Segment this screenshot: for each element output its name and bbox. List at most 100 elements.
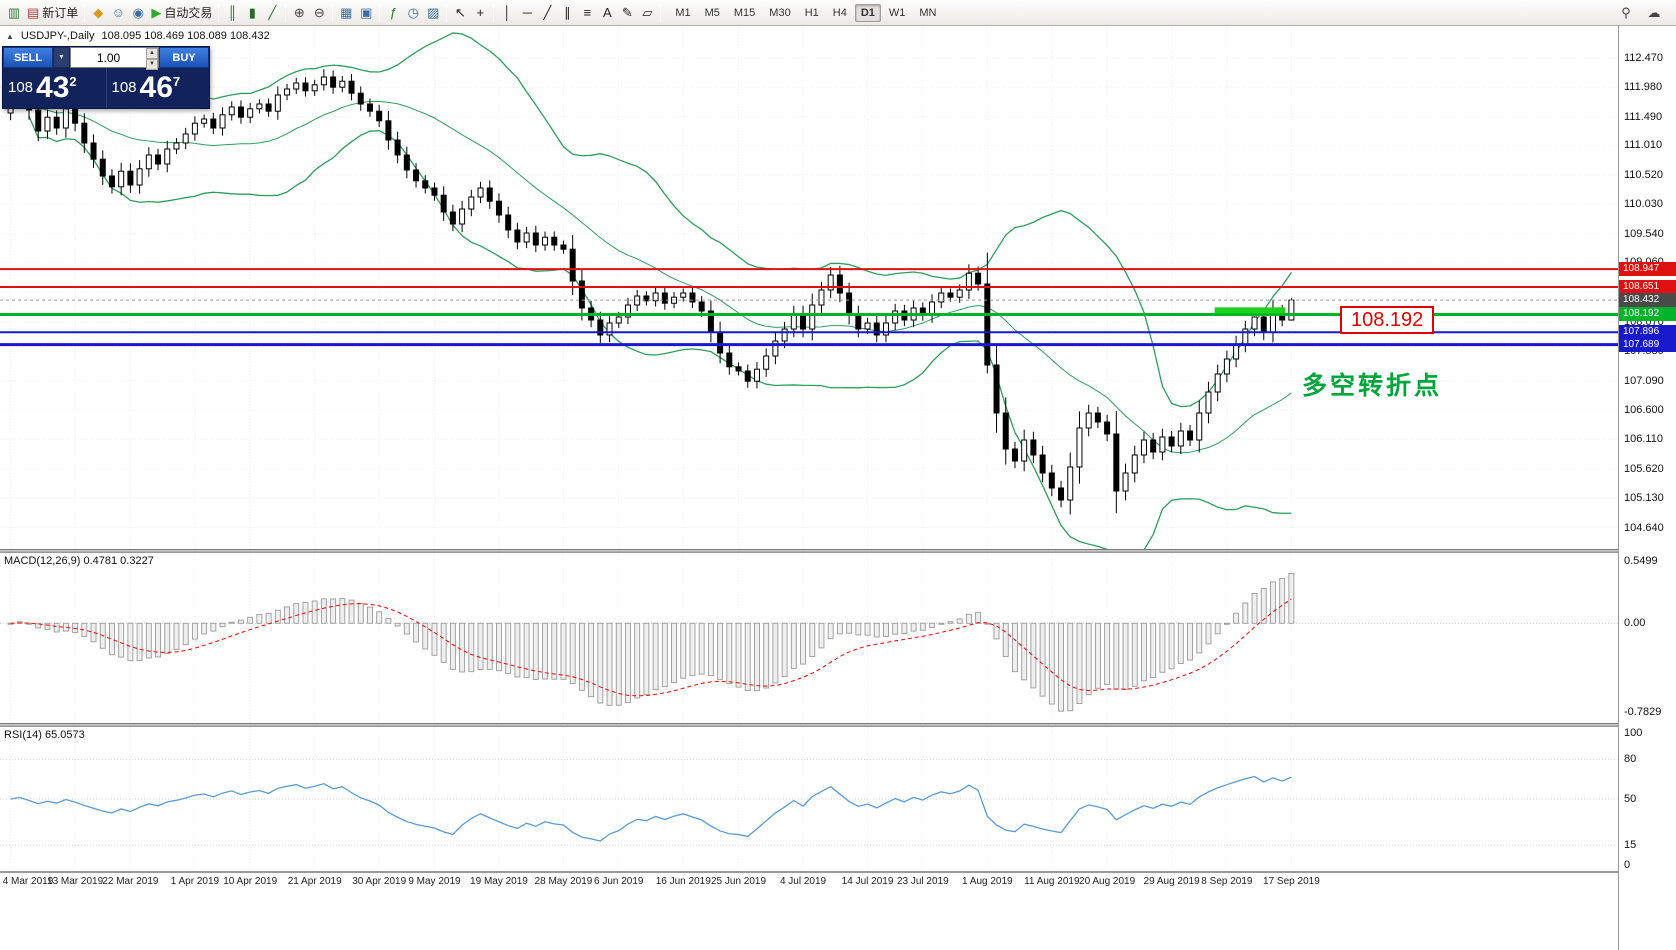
new-order-button[interactable]: ▤ 新订单 bbox=[24, 3, 81, 23]
channel-icon[interactable]: ∥ bbox=[557, 3, 577, 23]
date-label: 9 May 2019 bbox=[408, 876, 461, 887]
text-icon: A bbox=[602, 4, 612, 20]
zoom-out-icon[interactable]: ⊖ bbox=[309, 3, 329, 23]
text-icon[interactable]: A bbox=[597, 3, 617, 23]
date-label: 6 Jun 2019 bbox=[594, 876, 644, 887]
date-label: 19 May 2019 bbox=[470, 876, 528, 887]
refresh-icon: ◉ bbox=[132, 4, 144, 20]
panel-separator[interactable] bbox=[0, 723, 1618, 727]
volume-step-up-icon[interactable]: ▲ bbox=[146, 48, 158, 59]
indicators-icon: ƒ bbox=[389, 4, 397, 20]
volume-input[interactable] bbox=[71, 48, 158, 67]
charts-icon[interactable]: ◆ bbox=[88, 3, 108, 23]
price-level-tag: 108.192 bbox=[1619, 307, 1676, 322]
templates-icon: ▨ bbox=[427, 4, 440, 20]
search-icon[interactable]: ⚲ bbox=[1616, 3, 1636, 23]
macd-panel[interactable]: MACD(12,26,9) 0.4781 0.3227 bbox=[0, 553, 1618, 723]
date-label: 29 Aug 2019 bbox=[1143, 876, 1200, 887]
new-order-button: ▤ bbox=[27, 4, 40, 20]
sell-price-big: 43 bbox=[36, 71, 70, 104]
panel-separator[interactable] bbox=[0, 549, 1618, 553]
candlestick-icon[interactable]: ▮ bbox=[242, 3, 262, 23]
refresh-icon[interactable]: ◉ bbox=[128, 3, 148, 23]
trendline-icon[interactable]: ╱ bbox=[537, 3, 557, 23]
timeframe-m30[interactable]: M30 bbox=[769, 6, 791, 19]
timeframe-h4[interactable]: H4 bbox=[832, 6, 847, 19]
price-level-callout[interactable]: 108.192 bbox=[1340, 306, 1435, 334]
vertical-line-icon[interactable]: │ bbox=[497, 3, 517, 23]
cursor-icon[interactable]: ↖ bbox=[450, 3, 470, 23]
panel-separator[interactable] bbox=[0, 871, 1618, 873]
shapes-icon: ▱ bbox=[642, 4, 653, 20]
rsi-axis-label: 0 bbox=[1624, 859, 1631, 871]
sell-price-prefix: 108 bbox=[8, 79, 34, 96]
pencil-icon: ✎ bbox=[621, 4, 633, 20]
chart-title: ▲ USDJPY-,Daily 108.095 108.469 108.089 … bbox=[6, 30, 270, 42]
buy-button[interactable]: BUY bbox=[159, 47, 209, 68]
timeframe-m15[interactable]: M15 bbox=[733, 6, 756, 19]
arrange-icon[interactable]: ▣ bbox=[356, 3, 376, 23]
collapse-icon[interactable]: ▲ bbox=[6, 31, 14, 41]
timeframe-m1[interactable]: M1 bbox=[675, 6, 691, 19]
indicators-icon[interactable]: ƒ bbox=[383, 3, 403, 23]
autotrade-button[interactable]: ▶ 自动交易 bbox=[148, 3, 215, 23]
volume-step-down-icon[interactable]: ▼ bbox=[146, 59, 158, 70]
macd-label: MACD(12,26,9) 0.4781 0.3227 bbox=[4, 555, 154, 567]
rsi-axis-label: 100 bbox=[1624, 727, 1643, 739]
timeframe-mn[interactable]: MN bbox=[919, 6, 937, 19]
autotrade-button-label: 自动交易 bbox=[164, 6, 213, 20]
period-icon: ◷ bbox=[407, 4, 419, 20]
crosshair-icon[interactable]: + bbox=[470, 3, 490, 23]
bar-chart-icon[interactable]: ║ bbox=[222, 3, 242, 23]
profile-icon[interactable]: ☺ bbox=[108, 3, 128, 23]
volume-dropdown-button[interactable]: ▼ bbox=[53, 47, 70, 68]
one-click-trading-panel: SELL ▼ ▲ ▼ BUY 108 bbox=[2, 46, 210, 109]
timeframe-m5[interactable]: M5 bbox=[704, 6, 720, 19]
sell-button[interactable]: SELL bbox=[3, 47, 53, 68]
horizontal-line-icon[interactable]: ─ bbox=[517, 3, 537, 23]
line-chart-icon[interactable]: ╱ bbox=[262, 3, 282, 23]
chart-window: ▲ USDJPY-,Daily 108.095 108.469 108.089 … bbox=[0, 26, 1676, 950]
sell-price-sup: 2 bbox=[69, 74, 77, 89]
period-icon[interactable]: ◷ bbox=[403, 3, 423, 23]
zoom-in-icon[interactable]: ⊕ bbox=[289, 3, 309, 23]
rsi-canvas[interactable] bbox=[0, 727, 1618, 871]
pencil-icon[interactable]: ✎ bbox=[617, 3, 637, 23]
price-chart-canvas[interactable] bbox=[0, 26, 1618, 549]
app-icon[interactable]: ▥ bbox=[4, 3, 24, 23]
line-chart-icon: ╱ bbox=[268, 4, 277, 20]
price-chart-panel[interactable]: ▲ USDJPY-,Daily 108.095 108.469 108.089 … bbox=[0, 26, 1618, 549]
timeframe-h1[interactable]: H1 bbox=[804, 6, 819, 19]
sell-price-button[interactable]: 108 43 2 bbox=[3, 68, 106, 108]
price-axis[interactable]: 112.470 111.980 111.490 111.010 110.520 110.0… bbox=[1618, 26, 1676, 950]
horizontal-line-icon: ─ bbox=[522, 4, 532, 20]
shapes-icon[interactable]: ▱ bbox=[637, 3, 657, 23]
toolbar-separator bbox=[285, 3, 287, 22]
time-axis[interactable]: 4 Mar 2019 13 Mar 2019 22 Mar 2019 1 Apr 20… bbox=[0, 873, 1618, 891]
buy-price-button[interactable]: 108 46 7 bbox=[105, 68, 210, 108]
toolbar-separator bbox=[660, 3, 662, 22]
rsi-panel[interactable]: RSI(14) 65.0573 bbox=[0, 727, 1618, 871]
fibonacci-icon[interactable]: ≡ bbox=[577, 3, 597, 23]
zoom-in-icon: ⊕ bbox=[293, 4, 305, 20]
macd-canvas[interactable] bbox=[0, 553, 1618, 723]
templates-icon[interactable]: ▨ bbox=[423, 3, 443, 23]
tile-windows-icon[interactable]: ▦ bbox=[336, 3, 356, 23]
toolbar-separator bbox=[84, 3, 86, 22]
timeframe-d1[interactable]: D1 bbox=[854, 3, 881, 22]
candlestick-icon: ▮ bbox=[248, 4, 256, 20]
price-level-tag: 107.689 bbox=[1619, 337, 1676, 352]
search-icon: ⚲ bbox=[1621, 4, 1631, 20]
zoom-out-icon: ⊖ bbox=[313, 4, 325, 20]
price-axis-label: 105.620 bbox=[1624, 462, 1664, 475]
plot-column: ▲ USDJPY-,Daily 108.095 108.469 108.089 … bbox=[0, 26, 1618, 950]
price-axis-label: 106.110 bbox=[1624, 433, 1663, 446]
ohlc-readout: 108.095 108.469 108.089 108.432 bbox=[101, 30, 270, 42]
buy-price-big: 46 bbox=[139, 71, 173, 104]
community-icon[interactable]: ☁ bbox=[1644, 3, 1664, 23]
date-label: 13 Mar 2019 bbox=[47, 876, 104, 887]
buy-price-sup: 7 bbox=[172, 74, 181, 89]
timeframe-w1[interactable]: W1 bbox=[888, 6, 906, 19]
turning-point-annotation: 多空转折点 bbox=[1302, 372, 1443, 400]
